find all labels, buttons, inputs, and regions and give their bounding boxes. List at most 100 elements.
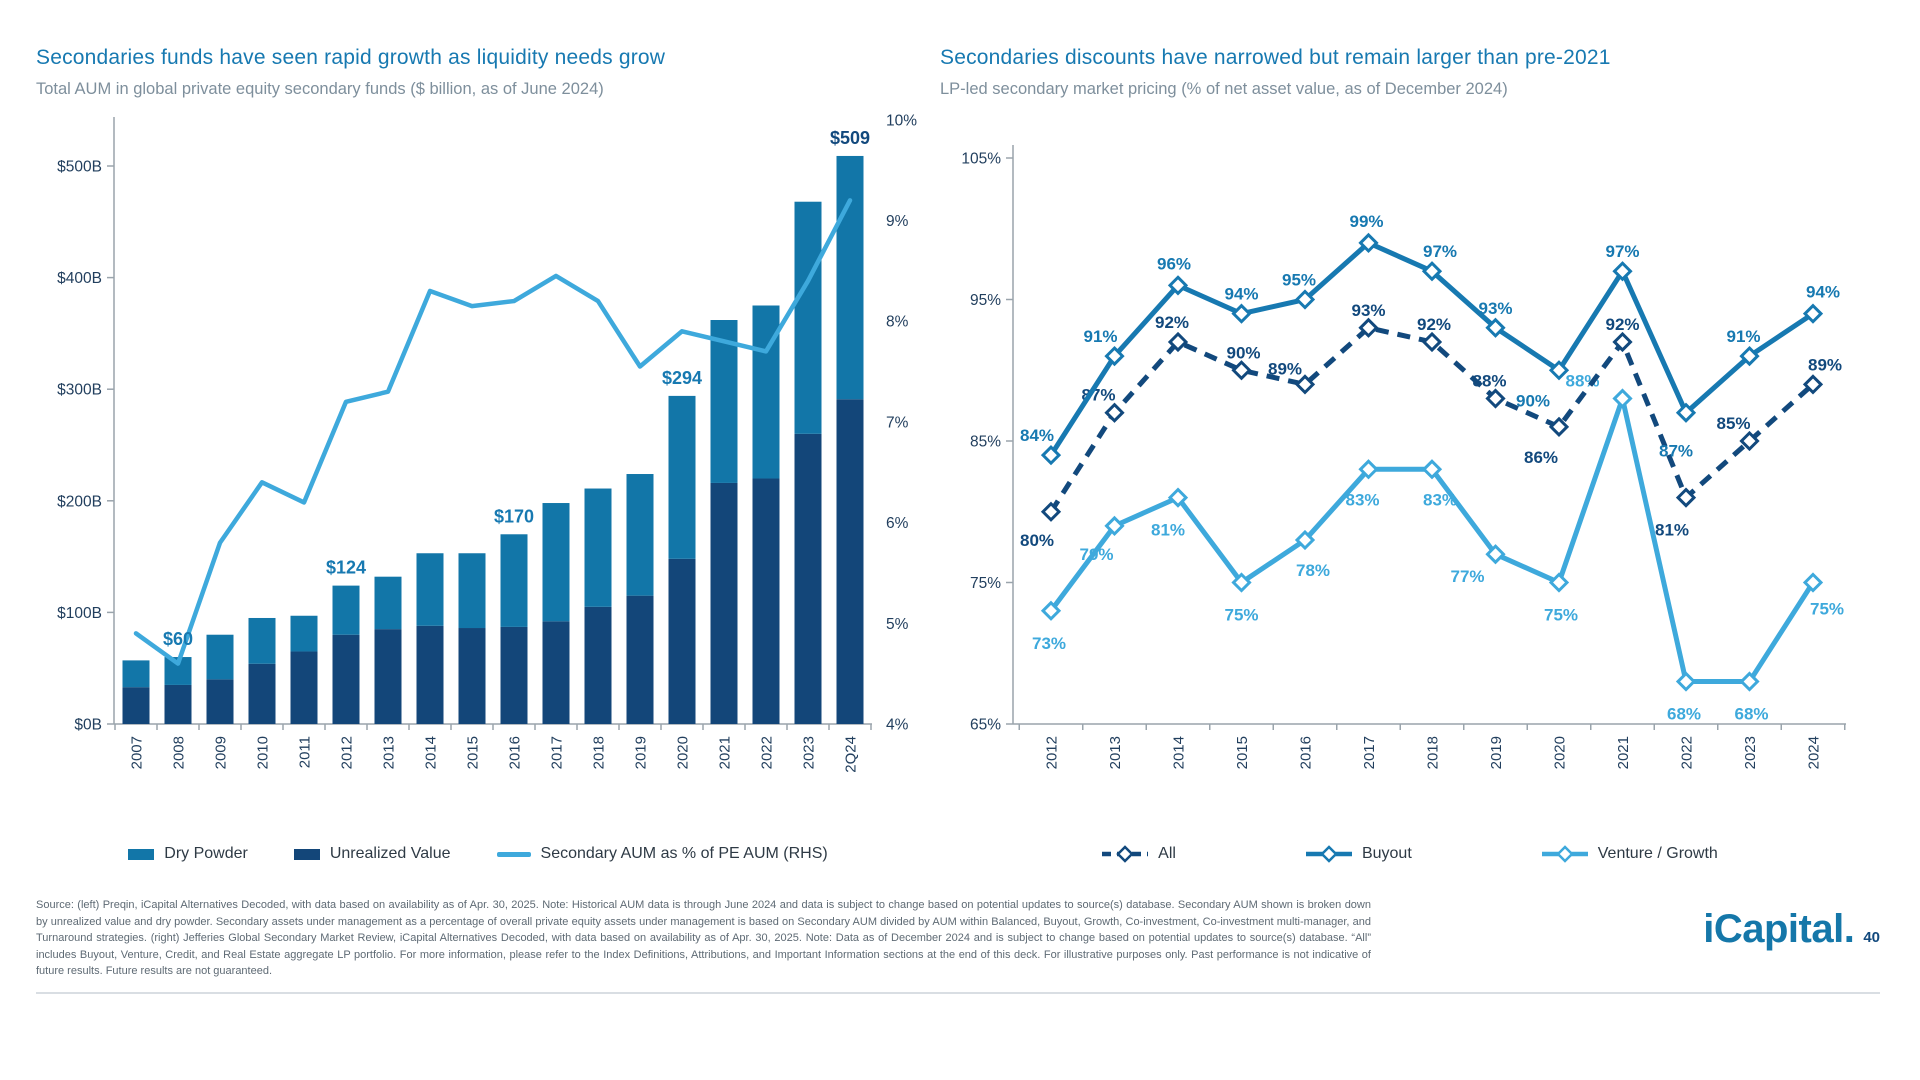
svg-text:$300B: $300B <box>57 382 102 399</box>
svg-text:75%: 75% <box>1810 600 1844 619</box>
svg-text:2021: 2021 <box>717 736 734 769</box>
svg-text:78%: 78% <box>1296 561 1330 580</box>
svg-text:7%: 7% <box>886 414 909 431</box>
right-chart-title: Secondaries discounts have narrowed but … <box>940 46 1611 69</box>
svg-text:8%: 8% <box>886 314 909 331</box>
slide: Secondaries funds have seen rapid growth… <box>36 46 1880 994</box>
svg-text:10%: 10% <box>886 112 917 129</box>
svg-text:91%: 91% <box>1083 327 1117 346</box>
svg-text:95%: 95% <box>970 292 1001 309</box>
svg-text:2018: 2018 <box>591 736 608 769</box>
svg-text:91%: 91% <box>1726 327 1760 346</box>
svg-text:95%: 95% <box>1282 271 1316 290</box>
bar-swatch <box>128 848 155 860</box>
svg-text:2018: 2018 <box>1425 736 1442 769</box>
svg-text:81%: 81% <box>1151 521 1185 540</box>
svg-text:$509: $509 <box>830 128 870 148</box>
svg-text:85%: 85% <box>1716 414 1750 433</box>
charts-row: Secondaries funds have seen rapid growth… <box>36 46 1880 863</box>
legend-item: All <box>1102 845 1176 863</box>
legend-item: Dry Powder <box>128 845 248 863</box>
svg-text:2014: 2014 <box>423 736 440 769</box>
svg-text:2010: 2010 <box>255 736 272 769</box>
line-diamond-swatch <box>1305 845 1352 863</box>
svg-text:83%: 83% <box>1423 490 1457 509</box>
svg-text:80%: 80% <box>1020 531 1054 550</box>
svg-text:97%: 97% <box>1605 242 1639 261</box>
svg-text:86%: 86% <box>1524 448 1558 467</box>
svg-text:2013: 2013 <box>1107 736 1124 769</box>
legend-label: Dry Powder <box>164 845 248 862</box>
svg-text:81%: 81% <box>1655 521 1689 540</box>
legend-label: Buyout <box>1361 845 1412 862</box>
svg-text:$0B: $0B <box>74 717 102 734</box>
svg-text:2017: 2017 <box>549 736 566 769</box>
svg-text:89%: 89% <box>1808 355 1842 374</box>
axes: 65% 75% 85% 95% 105% 2012 2013 2014 2015 2016 2017… <box>961 145 1846 769</box>
svg-text:2019: 2019 <box>633 736 650 769</box>
svg-text:75%: 75% <box>1224 606 1258 625</box>
secondary-aum-pct-line <box>133 198 853 666</box>
legend-item: Buyout <box>1305 845 1412 863</box>
line-swatch <box>496 851 531 857</box>
svg-text:2Q24: 2Q24 <box>843 736 860 773</box>
left-chart-legend: Dry Powder Unrealized Value Secondary AUM … <box>36 845 920 863</box>
svg-text:99%: 99% <box>1349 212 1383 231</box>
svg-text:92%: 92% <box>1417 315 1451 334</box>
svg-text:93%: 93% <box>1478 299 1512 318</box>
svg-text:4%: 4% <box>886 717 909 734</box>
svg-text:79%: 79% <box>1079 545 1113 564</box>
svg-text:2016: 2016 <box>1298 736 1315 769</box>
left-chart-title: Secondaries funds have seen rapid growth… <box>36 46 666 69</box>
right-chart-subtitle: LP-led secondary market pricing (% of ne… <box>940 80 1508 98</box>
bottom-divider <box>36 991 1880 994</box>
svg-text:68%: 68% <box>1734 705 1768 724</box>
svg-text:105%: 105% <box>961 151 1001 168</box>
svg-text:85%: 85% <box>970 434 1001 451</box>
svg-text:5%: 5% <box>886 616 909 633</box>
svg-text:65%: 65% <box>970 717 1001 734</box>
svg-text:2023: 2023 <box>801 736 818 769</box>
svg-text:9%: 9% <box>886 213 909 230</box>
line-diamond-swatch <box>1102 845 1149 863</box>
svg-text:2012: 2012 <box>1044 736 1061 769</box>
svg-text:93%: 93% <box>1351 301 1385 320</box>
svg-text:84%: 84% <box>1020 426 1054 445</box>
legend-label: Venture / Growth <box>1597 845 1718 862</box>
svg-text:83%: 83% <box>1345 490 1379 509</box>
svg-text:$60: $60 <box>163 629 193 649</box>
svg-text:2015: 2015 <box>465 736 482 769</box>
legend-label: All <box>1158 845 1176 862</box>
bar-swatch <box>293 848 320 860</box>
svg-text:2022: 2022 <box>759 736 776 769</box>
svg-text:2020: 2020 <box>675 736 692 769</box>
logo-block: iCapital. 40 <box>1703 897 1880 980</box>
svg-text:2016: 2016 <box>507 736 524 769</box>
legend-label: Secondary AUM as % of PE AUM (RHS) <box>540 845 828 862</box>
svg-text:89%: 89% <box>1268 359 1302 378</box>
icapital-logo: iCapital. <box>1703 907 1855 951</box>
pricing-line-chart: 65% 75% 85% 95% 105% 2012 2013 2014 2015 2016 2017… <box>961 145 1846 769</box>
right-chart-panel: Secondaries discounts have narrowed but … <box>940 46 1880 863</box>
svg-text:2023: 2023 <box>1742 736 1759 769</box>
svg-text:2014: 2014 <box>1171 736 1188 769</box>
svg-text:94%: 94% <box>1806 283 1840 302</box>
svg-text:97%: 97% <box>1423 242 1457 261</box>
svg-text:77%: 77% <box>1450 567 1484 586</box>
legend-item: Venture / Growth <box>1541 845 1718 863</box>
left-chart-panel: Secondaries funds have seen rapid growth… <box>36 46 920 863</box>
svg-text:6%: 6% <box>886 515 909 532</box>
svg-text:$294: $294 <box>662 368 702 388</box>
legend-item: Secondary AUM as % of PE AUM (RHS) <box>496 845 828 863</box>
svg-text:$170: $170 <box>494 506 534 526</box>
svg-text:2012: 2012 <box>339 736 356 769</box>
series-all: 80% 87% 92% 90% 89% 93% 92% 88% 86% 92% 81% 85% 89% <box>1020 301 1842 550</box>
svg-text:92%: 92% <box>1155 313 1189 332</box>
svg-text:2007: 2007 <box>129 736 146 769</box>
svg-text:90%: 90% <box>1226 343 1260 362</box>
axes: $0B $100B $200B $300B $400B $500B 4% 5% 6% 7% 8% 9%… <box>57 112 917 772</box>
svg-text:2011: 2011 <box>297 736 314 768</box>
svg-text:75%: 75% <box>1544 606 1578 625</box>
series-buyout: 84% 91% 96% 94% 95% 99% 97% 93% 90% 97% 87% 91% 94% <box>1020 212 1840 466</box>
svg-text:$200B: $200B <box>57 493 102 510</box>
